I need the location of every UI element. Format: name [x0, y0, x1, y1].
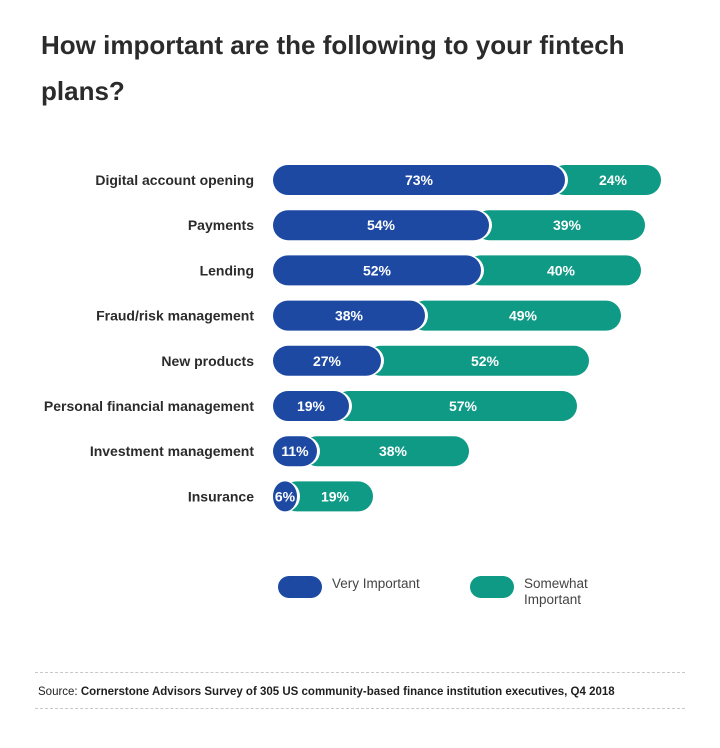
data-label-very-important: 27% — [313, 353, 342, 369]
data-label-somewhat-important: 40% — [547, 262, 576, 278]
legend-swatch-very-important — [278, 576, 322, 598]
category-label: Personal financial management — [44, 398, 254, 414]
legend-swatch-somewhat-important — [470, 576, 514, 598]
source-note: Source: Cornerstone Advisors Survey of 3… — [38, 686, 615, 698]
chart-title: How important are the following to your … — [41, 30, 625, 106]
bar-somewhat-important — [366, 345, 589, 376]
data-label-somewhat-important: 39% — [553, 217, 582, 233]
category-label: New products — [161, 353, 254, 369]
data-label-somewhat-important: 19% — [321, 488, 350, 504]
data-label-very-important: 19% — [297, 398, 326, 414]
category-label: Fraud/risk management — [96, 308, 254, 324]
bar-very-important — [273, 255, 481, 286]
data-label-very-important: 38% — [335, 308, 364, 324]
bar-very-important — [273, 165, 565, 195]
data-label-somewhat-important: 49% — [509, 308, 538, 324]
data-label-very-important: 73% — [405, 172, 434, 188]
data-label-somewhat-important: 38% — [379, 443, 408, 459]
bar-somewhat-important — [282, 481, 373, 512]
bar-very-important — [273, 436, 317, 467]
data-label-somewhat-important: 52% — [471, 353, 500, 369]
legend-label-very-important: Very Important — [332, 576, 420, 591]
data-label-somewhat-important: 57% — [449, 398, 478, 414]
bar-very-important — [273, 345, 381, 376]
bar-somewhat-important — [474, 210, 645, 241]
bar-somewhat-important — [410, 300, 621, 331]
bar-very-important — [273, 391, 349, 421]
legend-item-somewhat-important: Somewhat Important — [470, 576, 614, 608]
bar-somewhat-important — [466, 255, 641, 286]
bar-very-important — [273, 481, 297, 512]
legend-item-very-important: Very Important — [278, 576, 422, 598]
bar-somewhat-important — [334, 391, 577, 421]
category-label: Digital account opening — [95, 172, 254, 188]
divider-bottom — [35, 708, 685, 709]
source-prefix: Source: — [38, 686, 81, 698]
divider-top — [35, 672, 685, 673]
data-label-very-important: 54% — [367, 217, 396, 233]
source-text: Cornerstone Advisors Survey of 305 US co… — [80, 686, 615, 698]
legend: Very Important Somewhat Important — [0, 576, 720, 620]
category-label: Lending — [200, 262, 254, 278]
data-label-very-important: 6% — [275, 488, 296, 504]
bar-very-important — [273, 210, 489, 241]
stacked-bar-chart: Digital account opening 73% 24% Payments 54%… — [44, 165, 661, 512]
category-label: Payments — [188, 217, 254, 233]
legend-label-somewhat-important: Somewhat Important — [524, 576, 588, 607]
data-label-somewhat-important: 24% — [599, 172, 628, 188]
data-label-very-important: 11% — [281, 443, 309, 459]
bar-somewhat-important — [302, 436, 469, 467]
category-label: Insurance — [188, 488, 254, 504]
bar-very-important — [273, 300, 425, 331]
category-label: Investment management — [90, 443, 254, 459]
data-label-very-important: 52% — [363, 262, 392, 278]
bar-somewhat-important — [550, 165, 661, 195]
